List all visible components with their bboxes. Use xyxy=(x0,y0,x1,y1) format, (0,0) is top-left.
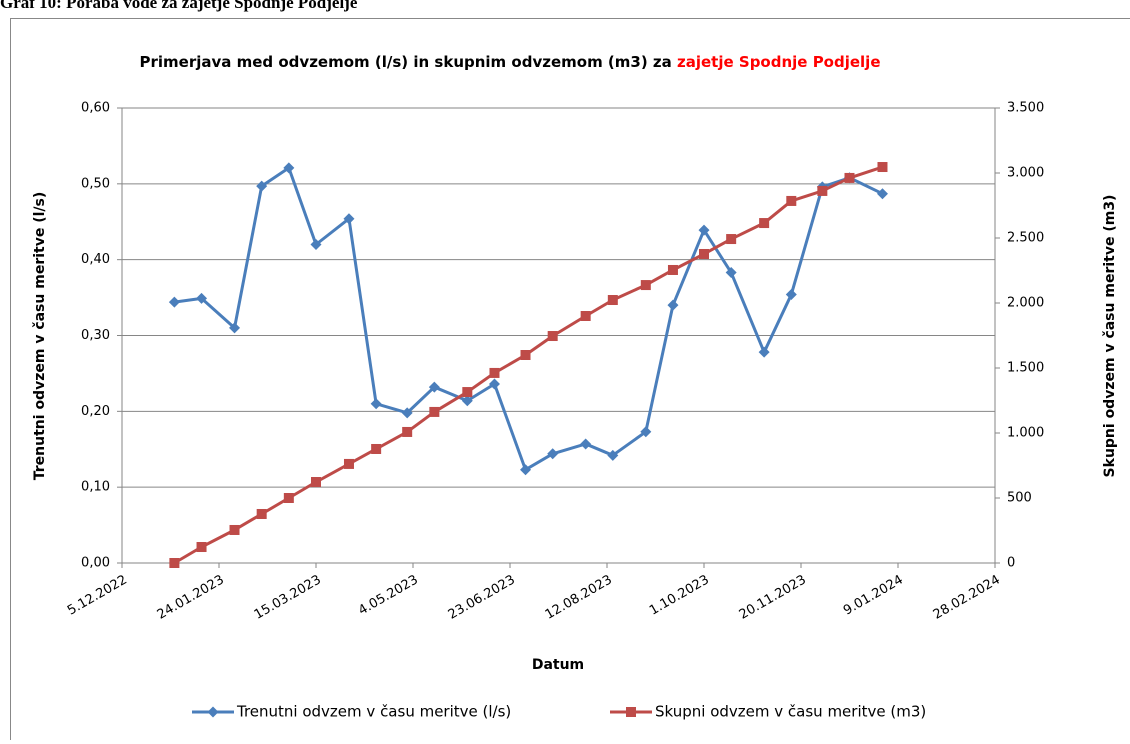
y2-tick-label: 2.500 xyxy=(1007,231,1044,246)
page-header: Graf 10: Poraba vode za zajetje Spodnje … xyxy=(0,0,358,12)
data-point xyxy=(817,186,827,196)
data-point xyxy=(877,188,888,199)
title-highlight: zajetje Spodnje Podjelje xyxy=(677,53,880,71)
x-axis-label: Datum xyxy=(532,657,584,673)
y2-tick-label: 500 xyxy=(1007,491,1032,506)
x-tick-label: 1.10.2023 xyxy=(647,573,712,619)
data-point xyxy=(197,542,207,552)
data-point xyxy=(169,297,180,308)
data-point xyxy=(786,289,797,300)
data-point xyxy=(726,234,736,244)
data-point xyxy=(371,398,382,409)
data-point xyxy=(668,265,678,275)
data-point xyxy=(699,249,709,259)
chart-frame xyxy=(11,19,1130,741)
data-point xyxy=(845,173,855,183)
data-point xyxy=(548,331,558,341)
x-tick-label: 28.02.2024 xyxy=(931,573,1003,623)
data-point xyxy=(877,162,887,172)
data-point xyxy=(641,280,651,290)
legend-label: Trenutni odvzem v času meritve (l/s) xyxy=(236,703,511,721)
data-point xyxy=(759,218,769,228)
y-tick-label: 0,30 xyxy=(81,328,110,343)
data-point xyxy=(462,387,472,397)
data-point xyxy=(667,300,678,311)
series-line xyxy=(174,167,882,563)
legend-marker xyxy=(208,707,219,718)
y2-axis-label: Skupni odvzem v času meritve (m3) xyxy=(1102,195,1118,478)
y2-tick-label: 3.500 xyxy=(1007,101,1044,116)
data-point xyxy=(608,295,618,305)
data-point xyxy=(581,311,591,321)
legend-marker xyxy=(626,707,636,717)
y-tick-label: 0,10 xyxy=(81,480,110,495)
y2-tick-label: 1.500 xyxy=(1007,361,1044,376)
y-tick-label: 0,20 xyxy=(81,404,110,419)
x-tick-label: 15.03.2023 xyxy=(252,573,324,623)
data-point xyxy=(489,368,499,378)
y2-tick-label: 3.000 xyxy=(1007,166,1044,181)
data-point xyxy=(169,558,179,568)
x-tick-label: 23.06.2023 xyxy=(446,573,518,623)
x-tick-label: 20.11.2023 xyxy=(737,573,809,623)
data-point xyxy=(371,444,381,454)
y-tick-label: 0,50 xyxy=(81,176,110,191)
data-point xyxy=(344,459,354,469)
data-point xyxy=(429,407,439,417)
x-tick-label: 4.05.2023 xyxy=(356,573,421,619)
x-tick-label: 12.08.2023 xyxy=(543,573,615,623)
y-tick-label: 0,00 xyxy=(81,556,110,571)
data-point xyxy=(759,347,770,358)
legend-item: Trenutni odvzem v času meritve (l/s) xyxy=(192,703,511,721)
y2-tick-label: 2.000 xyxy=(1007,296,1044,311)
title-main: Primerjava med odvzemom (l/s) in skupnim… xyxy=(140,53,672,71)
data-point xyxy=(786,196,796,206)
y2-tick-label: 0 xyxy=(1007,556,1015,571)
data-point xyxy=(521,350,531,360)
data-point xyxy=(311,477,321,487)
x-tick-label: 9.01.2024 xyxy=(841,573,906,619)
data-point xyxy=(230,525,240,535)
y2-tick-label: 1.000 xyxy=(1007,426,1044,441)
data-point xyxy=(402,427,412,437)
data-point xyxy=(257,509,267,519)
x-tick-label: 5.12.2022 xyxy=(65,573,130,619)
data-point xyxy=(284,493,294,503)
y-tick-label: 0,60 xyxy=(81,101,110,116)
legend-item: Skupni odvzem v času meritve (m3) xyxy=(610,703,926,721)
data-point xyxy=(580,438,591,449)
y-axis-label: Trenutni odvzem v času meritve (l/s) xyxy=(32,192,48,480)
y-tick-label: 0,40 xyxy=(81,252,110,267)
x-tick-label: 24.01.2023 xyxy=(155,573,227,623)
legend-label: Skupni odvzem v času meritve (m3) xyxy=(655,703,926,721)
chart-title: Primerjava med odvzemom (l/s) in skupnim… xyxy=(140,53,881,71)
